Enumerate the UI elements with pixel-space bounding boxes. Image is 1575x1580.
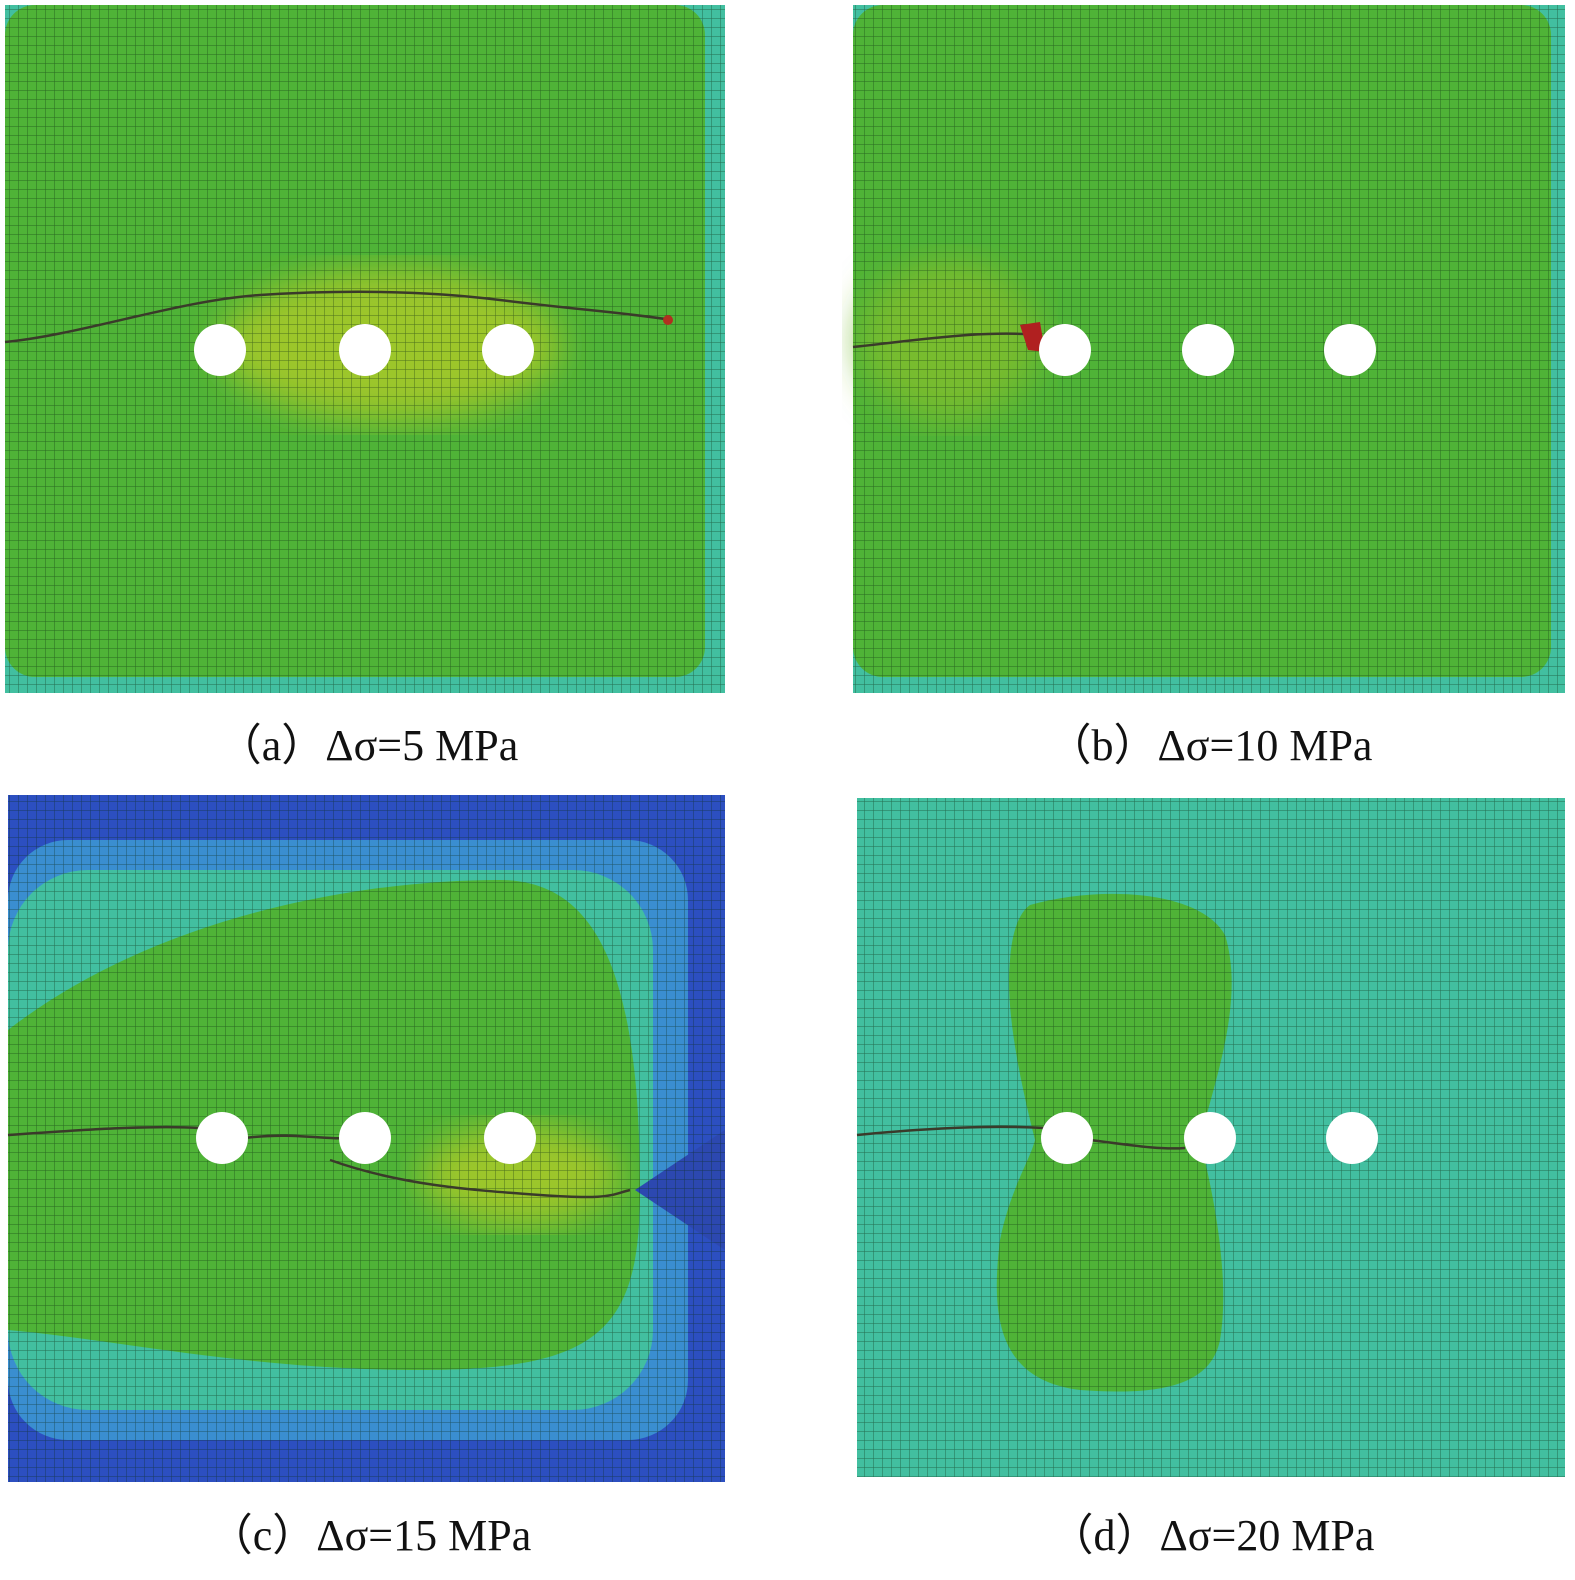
caption: （a）Δσ=5 MPa bbox=[218, 721, 518, 770]
caption: （b）Δσ=10 MPa bbox=[1048, 721, 1373, 770]
panel-c bbox=[7, 795, 725, 1482]
caption: （c）Δσ=15 MPa bbox=[209, 1511, 531, 1560]
panel-a bbox=[4, 5, 725, 693]
panel-d bbox=[856, 798, 1565, 1477]
caption: （d）Δσ=20 MPa bbox=[1050, 1511, 1375, 1560]
panel-b bbox=[852, 5, 1565, 693]
